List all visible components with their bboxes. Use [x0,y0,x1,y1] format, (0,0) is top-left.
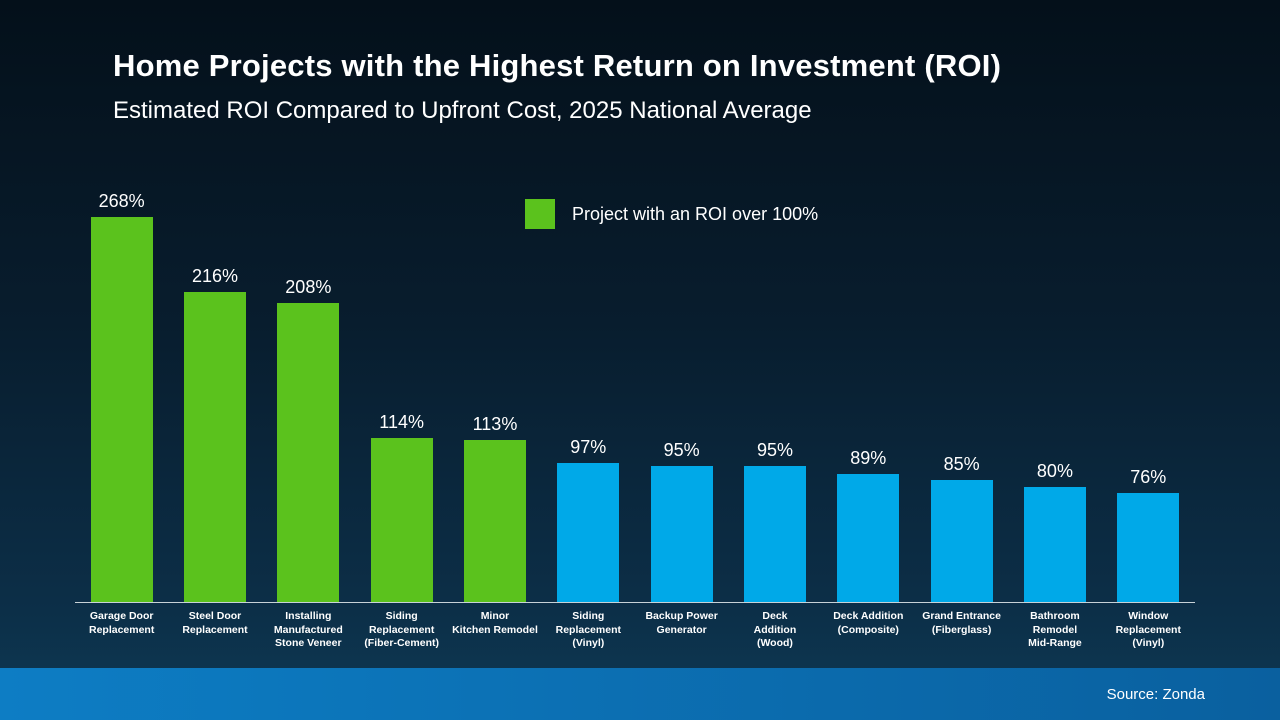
bar-category-label: Backup Power Generator [645,610,718,636]
bar [277,303,340,602]
bar [90,217,153,602]
bar-column: 208% [262,277,355,602]
bar-category-label: Siding Replacement (Vinyl) [555,610,621,650]
bar-category-label: Bathroom Remodel Mid-Range [1028,610,1082,650]
bar-value-label: 85% [943,454,980,474]
category-labels: Garage Door Replacement Steel Door Replac… [75,610,1195,651]
bar-category-label: Garage Door Replacement [88,610,155,636]
bar [837,474,900,602]
bar-value-label: 76% [1130,467,1167,487]
bar-category-label: Installing Manufactured Stone Veneer [273,610,343,650]
bar-column: 216% [168,266,261,602]
bar-value-label: 114% [379,412,424,432]
bar-value-label: 80% [1036,461,1073,481]
bar-value-label: 97% [570,437,607,457]
bar-value-label: 89% [850,448,887,468]
bar-value-label: 208% [285,277,332,297]
source-credit: Source: Zonda [1106,685,1205,703]
bar-value-label: 216% [191,266,239,286]
legend-label: Project with an ROI over 100% [572,203,819,224]
x-axis-baseline [75,602,1195,603]
page-subtitle: Estimated ROI Compared to Upfront Cost, … [113,97,812,124]
bar [557,463,620,602]
bar-column: 114% [355,412,448,602]
bar-chart: 268% 216% 208% 114% 113% 97% 95% 95% 89% 85% 80% 76… [75,191,1195,602]
bar-category-label: Steel Door Replacement [182,610,248,636]
chart-header: Home Projects with the Highest Return on… [113,48,1220,125]
bar-value-label: 95% [663,440,700,460]
legend-swatch-green [525,199,555,229]
bar [1023,487,1086,602]
bar-column: 76% [1102,467,1195,602]
bar-column: 97% [542,437,635,602]
bar-category-label: Siding Replacement (Fiber-Cement) [364,610,439,650]
bar-column: 85% [915,454,1008,602]
bar [930,480,993,602]
bar [1117,493,1180,602]
bar-column: 113% [448,414,541,602]
bar-column: 89% [822,448,915,602]
bar-category-label: Grand Entrance (Fiberglass) [922,610,1001,636]
bar-column: 80% [1008,461,1101,602]
bar-category-label: Window Replacement (Vinyl) [1115,610,1181,650]
page-title: Home Projects with the Highest Return on… [113,48,1002,83]
bar-column: 95% [728,440,821,602]
bar [183,292,246,602]
bar-column: 95% [635,440,728,602]
bar-category-label: Minor Kitchen Remodel [452,610,538,636]
bar-value-label: 268% [98,191,145,211]
bar [743,466,806,602]
bar [370,438,433,602]
bar-category-label: Deck Addition (Wood) [753,610,797,650]
bar [650,466,713,602]
bar-value-label: 113% [472,414,518,434]
bar-column: 268% [75,191,168,602]
bar-value-label: 95% [756,440,793,460]
bar [463,440,526,602]
legend: Project with an ROI over 100% [525,199,818,229]
bar-category-label: Deck Addition (Composite) [833,610,904,636]
footer-bar: Source: Zonda [0,668,1280,720]
